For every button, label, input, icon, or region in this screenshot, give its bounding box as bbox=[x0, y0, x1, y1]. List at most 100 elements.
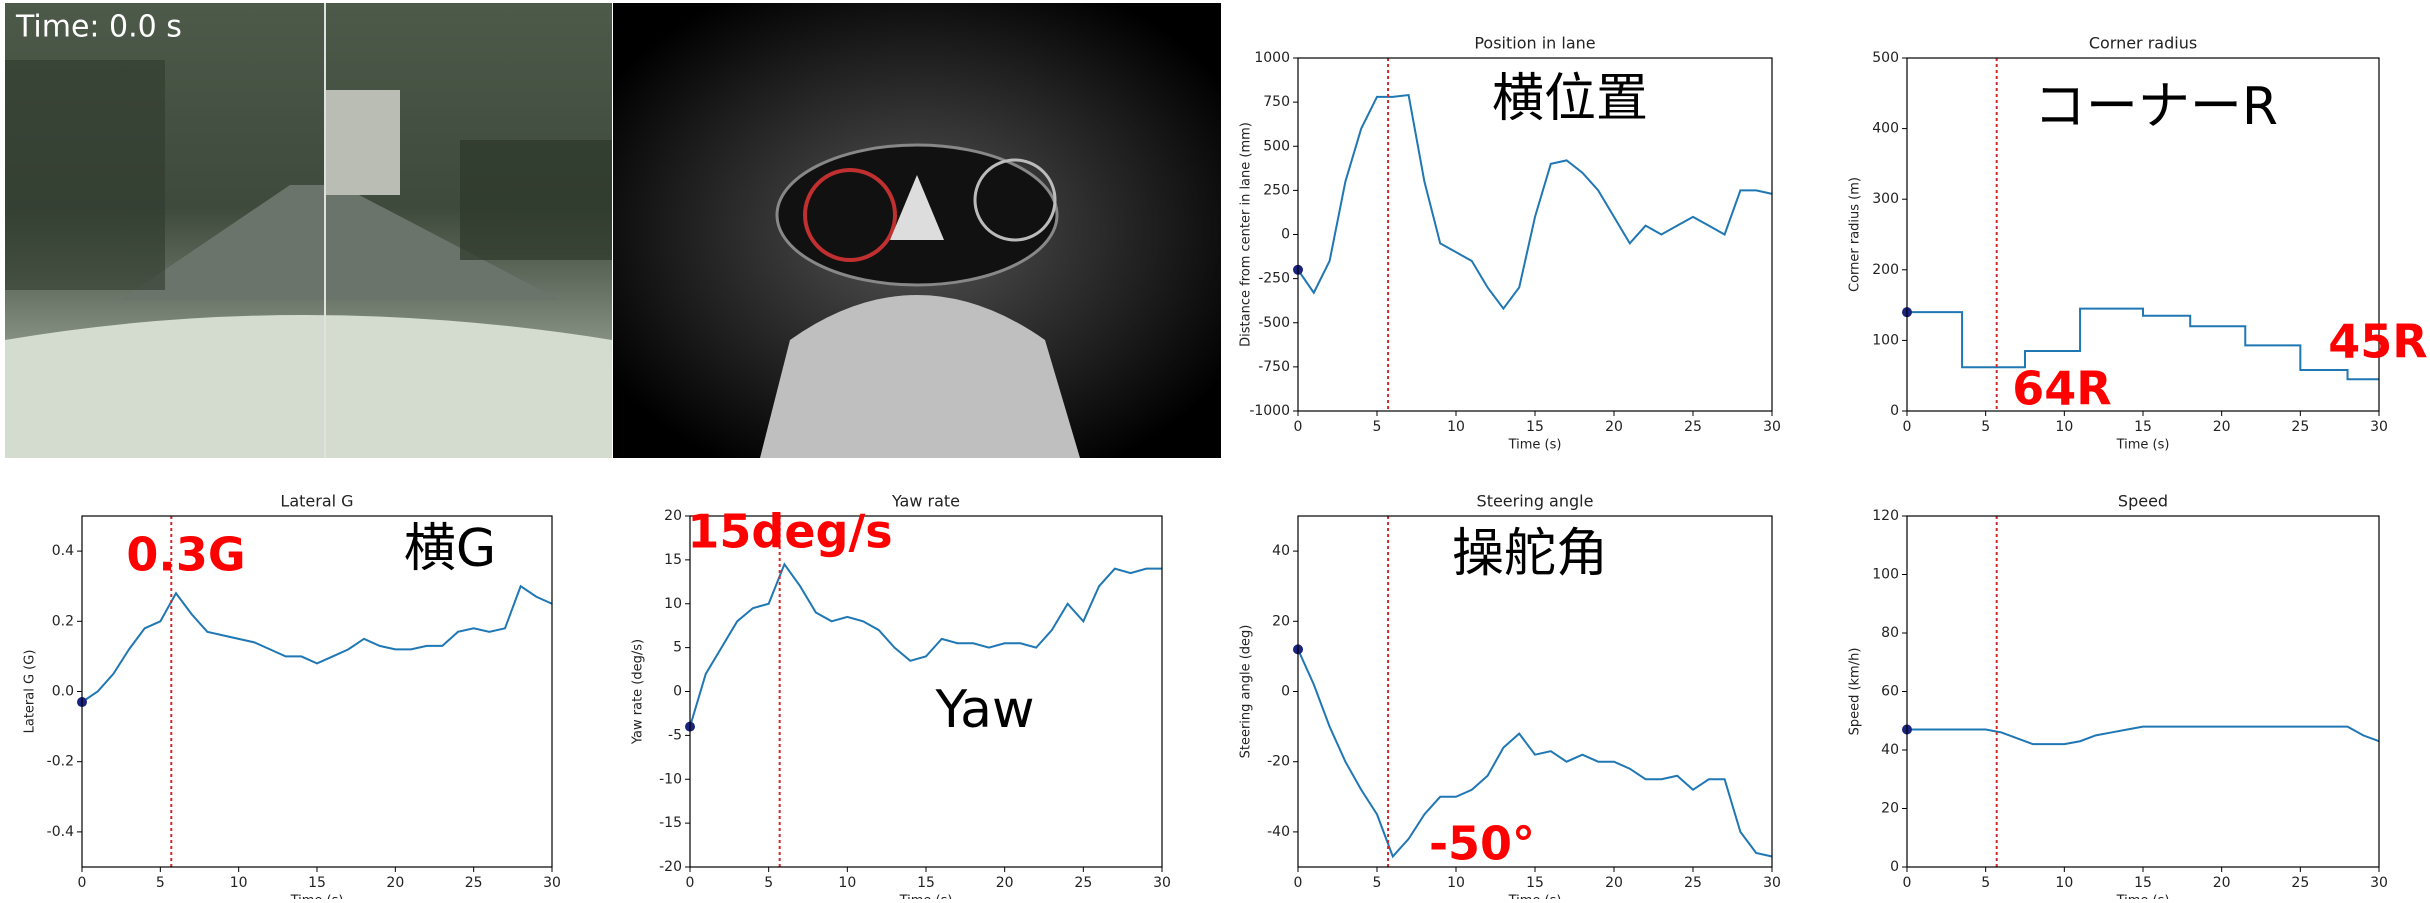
y-tick-label: -20 bbox=[1267, 754, 1290, 770]
y-tick-label: 0.2 bbox=[52, 613, 74, 629]
y-tick-label: 5 bbox=[673, 640, 682, 656]
x-tick-label: 25 bbox=[1684, 419, 1702, 435]
x-axis-label: Time (s) bbox=[2116, 438, 2170, 453]
x-tick-label: 25 bbox=[2291, 875, 2309, 891]
x-axis-label: Time (s) bbox=[290, 894, 344, 900]
y-tick-label: 100 bbox=[1872, 332, 1899, 348]
y-tick-label: 1000 bbox=[1254, 50, 1290, 66]
plot-frame bbox=[81, 515, 553, 868]
x-axis-label: Time (s) bbox=[1508, 894, 1562, 900]
y-tick-label: -250 bbox=[1258, 271, 1290, 287]
x-tick-label: 30 bbox=[2370, 419, 2388, 435]
y-axis-label: Distance from center in lane (mm) bbox=[1239, 122, 1254, 347]
y-tick-label: 200 bbox=[1872, 262, 1899, 278]
y-tick-label: 300 bbox=[1872, 191, 1899, 207]
x-tick-label: 20 bbox=[386, 875, 404, 891]
y-tick-label: 250 bbox=[1263, 182, 1290, 198]
x-tick-label: 0 bbox=[1294, 419, 1303, 435]
y-tick-label: 40 bbox=[1272, 543, 1290, 559]
x-tick-label: 5 bbox=[1373, 875, 1382, 891]
chart: Speed Time (s) Speed (km/h) 0 5 10 15 20 25 30 0 20… bbox=[1848, 492, 2388, 903]
y-tick-label: 120 bbox=[1872, 508, 1899, 524]
y-tick-label: 60 bbox=[1881, 684, 1899, 700]
x-tick-label: 10 bbox=[1447, 875, 1465, 891]
data-line bbox=[1297, 648, 1773, 859]
y-tick-label: 500 bbox=[1872, 50, 1899, 66]
plot-frame bbox=[1297, 515, 1773, 868]
data-line bbox=[81, 584, 553, 703]
x-axis-label: Time (s) bbox=[2116, 894, 2170, 900]
y-tick-label: 20 bbox=[1881, 801, 1899, 817]
y-tick-label: 0 bbox=[1890, 859, 1899, 875]
y-tick-label: 40 bbox=[1881, 742, 1899, 758]
x-tick-label: 20 bbox=[996, 875, 1014, 891]
chart-title: Speed bbox=[2118, 492, 2168, 511]
data-line bbox=[689, 562, 1162, 727]
x-tick-label: 25 bbox=[465, 875, 483, 891]
y-tick-label: 80 bbox=[1881, 625, 1899, 641]
y-axis-label: Corner radius (m) bbox=[1848, 177, 1863, 292]
y-tick-label: 500 bbox=[1263, 138, 1290, 154]
x-axis-label: Time (s) bbox=[1508, 438, 1562, 453]
y-tick-label: -0.2 bbox=[47, 754, 74, 770]
x-tick-label: 10 bbox=[838, 875, 856, 891]
x-tick-label: 5 bbox=[156, 875, 165, 891]
y-tick-label: 0.4 bbox=[52, 543, 74, 559]
x-tick-label: 0 bbox=[1903, 875, 1912, 891]
x-tick-label: 15 bbox=[1526, 419, 1544, 435]
annotation: 0.3G bbox=[126, 528, 245, 582]
annotation: 15deg/s bbox=[687, 505, 892, 559]
y-axis-label: Speed (km/h) bbox=[1848, 648, 1863, 736]
data-line bbox=[1907, 725, 2380, 746]
x-tick-label: 10 bbox=[2055, 419, 2073, 435]
chart-title: Corner radius bbox=[2089, 34, 2197, 53]
x-tick-label: 30 bbox=[1763, 419, 1781, 435]
chart-title: Steering angle bbox=[1477, 492, 1594, 511]
x-tick-label: 20 bbox=[2213, 419, 2231, 435]
y-tick-label: 0 bbox=[1281, 227, 1290, 243]
y-axis-label: Yaw rate (deg/s) bbox=[631, 639, 646, 745]
x-tick-label: 0 bbox=[1294, 875, 1303, 891]
chart: Position in lane Time (s) Distance from ce… bbox=[1239, 34, 1781, 453]
x-tick-label: 20 bbox=[2213, 875, 2231, 891]
y-tick-label: -0.4 bbox=[47, 824, 74, 840]
x-tick-label: 15 bbox=[308, 875, 326, 891]
y-tick-label: -500 bbox=[1258, 315, 1290, 331]
x-tick-label: 20 bbox=[1605, 419, 1623, 435]
annotation: 操舵角 bbox=[1452, 524, 1608, 584]
y-tick-label: -10 bbox=[659, 771, 682, 787]
annotation: コーナーR bbox=[2034, 77, 2278, 137]
x-tick-label: 30 bbox=[1763, 875, 1781, 891]
x-tick-label: 30 bbox=[543, 875, 561, 891]
y-tick-label: -1000 bbox=[1249, 403, 1290, 419]
x-tick-label: 0 bbox=[78, 875, 87, 891]
x-tick-label: 5 bbox=[764, 875, 773, 891]
y-tick-label: -20 bbox=[659, 859, 682, 875]
annotation: Yaw bbox=[935, 680, 1035, 740]
chart: Corner radius Time (s) Corner radius (m) 0 5… bbox=[1848, 34, 2428, 453]
x-tick-label: 25 bbox=[2291, 419, 2309, 435]
x-tick-label: 10 bbox=[1447, 419, 1465, 435]
y-tick-label: 20 bbox=[664, 508, 682, 524]
plot-frame bbox=[1906, 515, 2380, 868]
x-tick-label: 25 bbox=[1074, 875, 1092, 891]
y-tick-label: 0.0 bbox=[52, 684, 74, 700]
x-tick-label: 15 bbox=[1526, 875, 1544, 891]
y-tick-label: 0 bbox=[673, 684, 682, 700]
annotation: -50° bbox=[1429, 817, 1535, 871]
x-tick-label: 0 bbox=[686, 875, 695, 891]
y-tick-label: 10 bbox=[664, 596, 682, 612]
y-tick-label: -750 bbox=[1258, 359, 1290, 375]
x-tick-label: 30 bbox=[2370, 875, 2388, 891]
x-tick-label: 5 bbox=[1981, 419, 1990, 435]
y-tick-label: 0 bbox=[1281, 684, 1290, 700]
x-tick-label: 25 bbox=[1684, 875, 1702, 891]
chart: Steering angle Time (s) Steering angle (de… bbox=[1239, 492, 1781, 903]
chart-title: Yaw rate bbox=[891, 492, 960, 511]
chart-title: Lateral G bbox=[280, 492, 353, 511]
x-tick-label: 10 bbox=[2055, 875, 2073, 891]
data-line bbox=[1297, 93, 1773, 311]
x-tick-label: 20 bbox=[1605, 875, 1623, 891]
